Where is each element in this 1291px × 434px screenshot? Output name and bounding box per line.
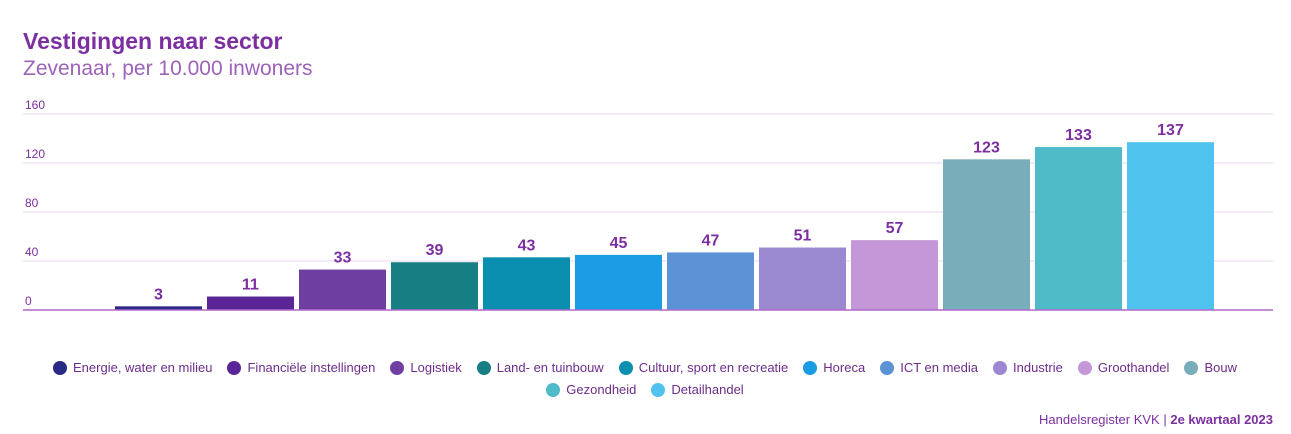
legend-label: Groothandel	[1097, 360, 1170, 375]
y-tick-label-40: 40	[25, 245, 39, 259]
bar-1	[115, 306, 202, 310]
legend-label: Energie, water en milieu	[73, 360, 213, 375]
legend-swatch	[993, 360, 1007, 375]
value-label-10: 123	[973, 139, 1000, 156]
legend-item: Land- en tuinbouw	[476, 360, 604, 375]
legend-swatch	[1077, 360, 1092, 375]
legend-item: Financiële instellingen	[227, 360, 375, 375]
value-labels: 3 11 33 39 43 45 47 51 57 123 133 137	[154, 122, 1184, 303]
legend-label: Horeca	[823, 360, 866, 375]
value-label-6: 45	[610, 235, 628, 252]
legend-label: Land- en tuinbouw	[496, 360, 604, 375]
value-label-8: 51	[794, 228, 812, 245]
legend-swatch	[227, 360, 242, 375]
chart-title: Vestigingen naar sector	[23, 28, 283, 54]
value-label-3: 33	[334, 250, 352, 267]
source-label: Handelsregister KVK	[1039, 412, 1160, 427]
legend: Energie, water en milieu Financiële inste…	[20, 360, 1270, 397]
source-period: 2e kwartaal 2023	[1170, 412, 1273, 427]
bar-7	[667, 252, 754, 310]
bar-12	[1127, 142, 1214, 310]
y-tick-label-0: 0	[25, 294, 32, 308]
legend-swatch	[880, 360, 895, 375]
legend-item: ICT en media	[880, 360, 978, 375]
legend-swatch	[546, 382, 561, 397]
legend-swatch	[53, 360, 68, 375]
value-label-2: 11	[242, 277, 259, 294]
legend-item: Gezondheid	[546, 382, 636, 397]
source-separator: |	[1163, 412, 1167, 427]
legend-swatch	[803, 360, 818, 375]
legend-swatch	[476, 360, 491, 375]
bar-chart: 0 40 80 120 160 3 11 33 39 43 45 47 51 57 123 133 137	[23, 98, 1273, 311]
value-label-1: 3	[154, 286, 163, 303]
legend-item: Energie, water en milieu	[53, 360, 212, 375]
y-axis-ticks: 0 40 80 120 160	[25, 98, 45, 308]
legend-label: Financiële instellingen	[247, 360, 376, 375]
legend-item: Detailhandel	[651, 382, 744, 397]
bar-6	[575, 254, 662, 310]
bar-10	[943, 159, 1030, 310]
y-tick-label-160: 160	[25, 98, 45, 112]
legend-item: Horeca	[803, 360, 865, 375]
legend-item: Logistiek	[390, 360, 462, 375]
value-label-7: 47	[702, 232, 720, 249]
bar-2	[207, 296, 294, 310]
legend-label: Detailhandel	[671, 382, 744, 397]
bars	[115, 142, 1214, 310]
value-label-5: 43	[518, 237, 536, 254]
legend-item: Bouw	[1184, 360, 1237, 375]
legend-swatch	[390, 360, 405, 375]
value-label-11: 133	[1065, 127, 1092, 144]
bar-8	[759, 247, 846, 310]
bar-11	[1035, 147, 1122, 310]
value-label-4: 39	[426, 242, 444, 259]
legend-label: Industrie	[1013, 360, 1063, 375]
source-note: Handelsregister KVK | 2e kwartaal 2023	[1039, 412, 1273, 427]
legend-label: ICT en media	[900, 360, 978, 375]
legend-item: Groothandel	[1077, 360, 1170, 375]
legend-label: Cultuur, sport en recreatie	[638, 360, 789, 375]
bar-5	[483, 257, 570, 310]
legend-swatch	[618, 360, 633, 375]
value-label-9: 57	[886, 220, 904, 237]
bar-4	[391, 262, 478, 310]
legend-swatch	[651, 382, 666, 397]
bar-3	[299, 269, 386, 310]
y-tick-label-120: 120	[25, 147, 45, 161]
value-label-12: 137	[1157, 122, 1184, 139]
y-tick-label-80: 80	[25, 196, 39, 210]
legend-item: Cultuur, sport en recreatie	[618, 360, 789, 375]
legend-item: Industrie	[993, 360, 1063, 375]
legend-swatch	[1184, 360, 1199, 375]
bar-9	[851, 240, 938, 310]
legend-label: Logistiek	[410, 360, 462, 375]
legend-label: Gezondheid	[566, 382, 637, 397]
chart-subtitle: Zevenaar, per 10.000 inwoners	[23, 57, 313, 80]
legend-label: Bouw	[1204, 360, 1237, 375]
